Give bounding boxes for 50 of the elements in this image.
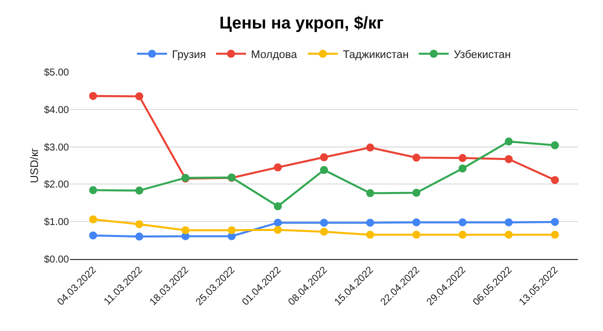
point [366,189,374,198]
point [274,163,282,172]
point [366,144,374,152]
chart-title: Цены на укроп, $/кг [219,13,384,32]
point [320,166,328,174]
y-tick-label: $2.00 [44,180,70,191]
point [274,202,282,210]
point [89,92,98,100]
point [366,230,374,239]
legend-label: Молдова [251,49,298,62]
point [504,138,513,146]
point [550,218,559,226]
point [550,141,559,150]
point [412,230,420,239]
point [550,176,559,184]
point [550,230,559,239]
point [320,218,328,227]
point [412,188,420,197]
point [458,230,467,239]
y-tick-label: $5.00 [44,68,70,78]
point [458,164,467,172]
point [228,226,236,234]
y-axis-title: USD/кг [29,148,41,184]
y-tick-label: $3.00 [44,142,70,154]
y-tick-label: $1.00 [44,217,70,228]
point [89,215,98,224]
point [135,220,144,228]
point [320,228,328,236]
point [458,154,467,162]
point [366,218,374,227]
point [504,218,513,226]
legend-label: Узбекистан [454,49,511,62]
point [135,186,144,195]
point [89,231,98,240]
point [320,153,328,162]
point [181,226,190,234]
point [412,154,420,162]
point [504,155,513,164]
point [89,186,98,194]
y-tick-label: $0.00 [44,254,70,266]
legend-label: Таджикистан [342,49,409,62]
point [412,218,420,226]
legend-label: Грузия [172,49,206,62]
point [274,226,282,234]
point [458,218,467,226]
point [135,92,144,100]
point [504,230,513,239]
y-tick-label: $4.00 [44,104,70,116]
point [274,218,282,227]
point [135,232,144,241]
